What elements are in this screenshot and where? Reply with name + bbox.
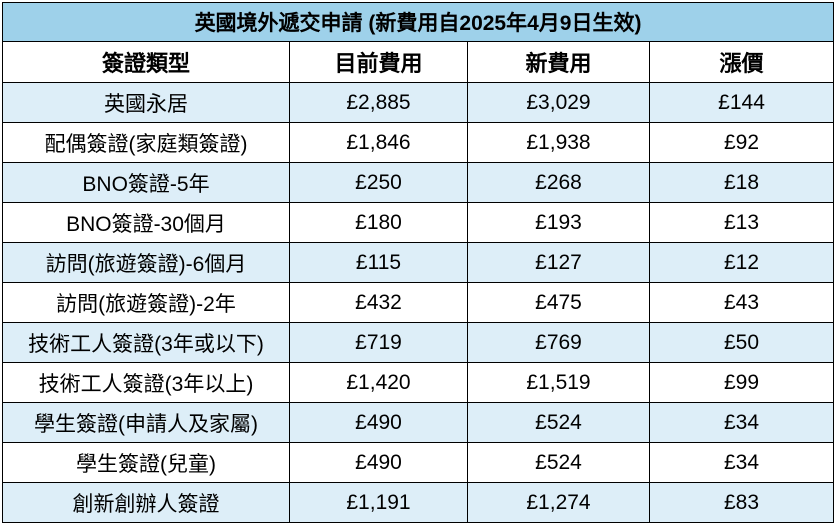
increase-cell: £13 [648, 202, 835, 243]
table-row: 訪問(旅遊簽證)-6個月 £115 £127 £12 [2, 242, 835, 283]
table-row: 英國永居 £2,885 £3,029 £144 [2, 82, 835, 123]
table-row: 技術工人簽證(3年以上) £1,420 £1,519 £99 [2, 362, 835, 403]
current-fee-cell: £250 [289, 162, 468, 203]
table-row: 學生簽證(申請人及家屬) £490 £524 £34 [2, 402, 835, 443]
current-fee-cell: £490 [289, 402, 468, 443]
increase-cell: £92 [648, 122, 835, 163]
table-row: 訪問(旅遊簽證)-2年 £432 £475 £43 [2, 282, 835, 323]
visa-type-cell: 訪問(旅遊簽證)-2年 [2, 282, 290, 323]
new-fee-cell: £524 [467, 402, 650, 443]
visa-type-cell: BNO簽證-30個月 [2, 202, 290, 243]
header-new-fee: 新費用 [467, 41, 650, 83]
table-row: BNO簽證-5年 £250 £268 £18 [2, 162, 835, 203]
header-increase: 漲價 [648, 41, 835, 83]
increase-cell: £83 [648, 482, 835, 523]
current-fee-cell: £432 [289, 282, 468, 323]
current-fee-cell: £1,420 [289, 362, 468, 403]
visa-type-cell: 學生簽證(申請人及家屬) [2, 402, 290, 443]
new-fee-cell: £1,938 [467, 122, 650, 163]
current-fee-cell: £490 [289, 442, 468, 483]
increase-cell: £144 [648, 82, 835, 123]
increase-cell: £34 [648, 442, 835, 483]
increase-cell: £99 [648, 362, 835, 403]
table-title: 英國境外遞交申請 (新費用自2025年4月9日生效) [1, 2, 835, 42]
current-fee-cell: £1,191 [289, 482, 468, 523]
visa-type-cell: 訪問(旅遊簽證)-6個月 [2, 242, 290, 283]
table-row: 學生簽證(兒童) £490 £524 £34 [2, 442, 835, 483]
new-fee-cell: £769 [467, 322, 650, 363]
table-row: 配偶簽證(家庭類簽證) £1,846 £1,938 £92 [2, 122, 835, 163]
visa-type-cell: 英國永居 [2, 82, 290, 123]
header-visa-type: 簽證類型 [2, 41, 290, 83]
increase-cell: £50 [648, 322, 835, 363]
new-fee-cell: £1,274 [467, 482, 650, 523]
header-current-fee: 目前費用 [289, 41, 468, 83]
visa-type-cell: 創新創辦人簽證 [2, 482, 290, 523]
current-fee-cell: £719 [289, 322, 468, 363]
increase-cell: £12 [648, 242, 835, 283]
table-row: 技術工人簽證(3年或以下) £719 £769 £50 [2, 322, 835, 363]
current-fee-cell: £180 [289, 202, 468, 243]
visa-type-cell: BNO簽證-5年 [2, 162, 290, 203]
increase-cell: £43 [648, 282, 835, 323]
new-fee-cell: £475 [467, 282, 650, 323]
visa-type-cell: 技術工人簽證(3年或以下) [2, 322, 290, 363]
increase-cell: £18 [648, 162, 835, 203]
visa-type-cell: 配偶簽證(家庭類簽證) [2, 122, 290, 163]
new-fee-cell: £3,029 [467, 82, 650, 123]
new-fee-cell: £524 [467, 442, 650, 483]
title-row: 英國境外遞交申請 (新費用自2025年4月9日生效) [1, 2, 835, 42]
current-fee-cell: £1,846 [289, 122, 468, 163]
current-fee-cell: £2,885 [289, 82, 468, 123]
new-fee-cell: £268 [467, 162, 650, 203]
table-row: BNO簽證-30個月 £180 £193 £13 [2, 202, 835, 243]
new-fee-cell: £193 [467, 202, 650, 243]
visa-type-cell: 學生簽證(兒童) [2, 442, 290, 483]
header-row: 簽證類型 目前費用 新費用 漲價 [2, 41, 835, 83]
current-fee-cell: £115 [289, 242, 468, 283]
table-row: 創新創辦人簽證 £1,191 £1,274 £83 [2, 482, 835, 523]
new-fee-cell: £1,519 [467, 362, 650, 403]
visa-type-cell: 技術工人簽證(3年以上) [2, 362, 290, 403]
increase-cell: £34 [648, 402, 835, 443]
new-fee-cell: £127 [467, 242, 650, 283]
